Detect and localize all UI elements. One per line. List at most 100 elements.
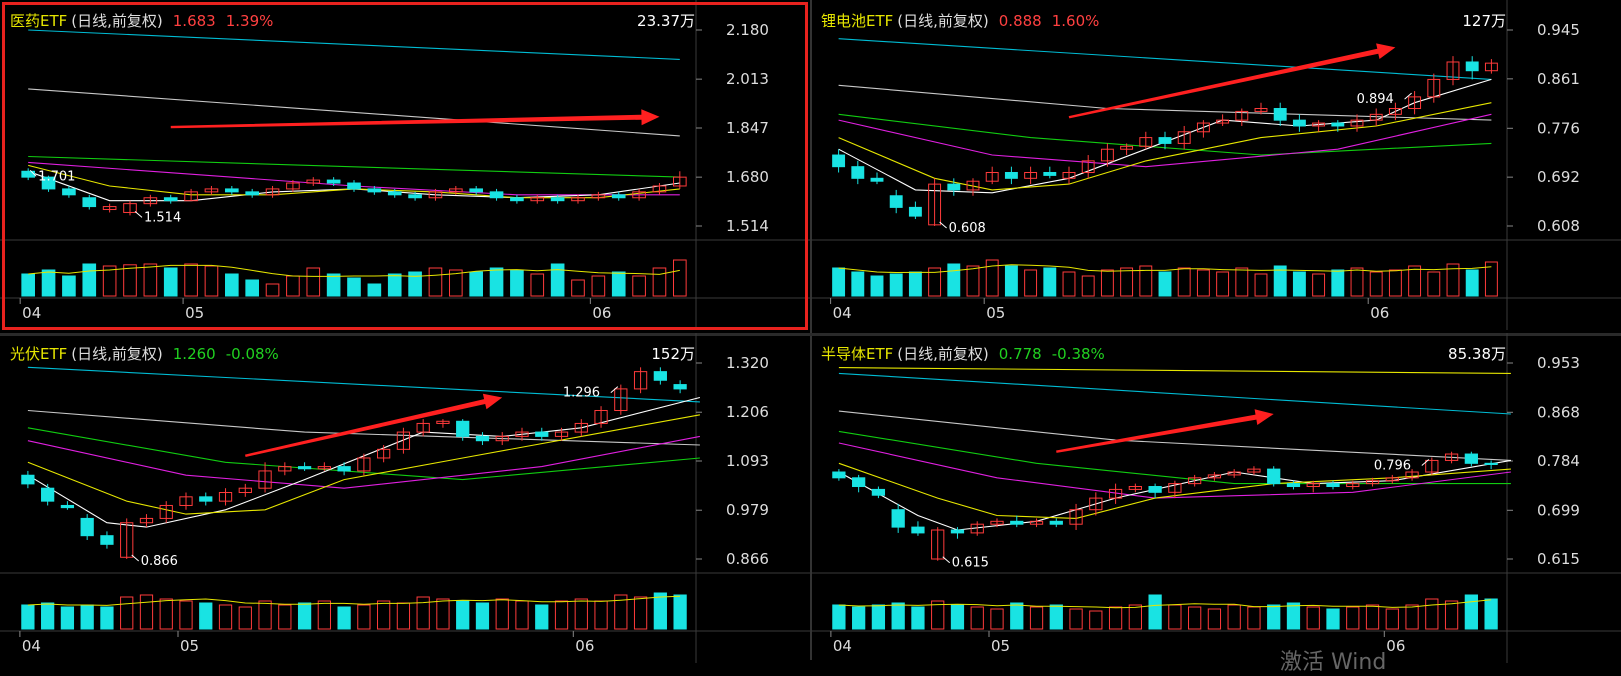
volume-label: 85.38万	[1448, 345, 1506, 363]
volume-bar	[1254, 273, 1268, 297]
volume-bar	[1207, 608, 1222, 630]
volume-bar	[489, 267, 504, 297]
volume-bar	[1292, 271, 1306, 297]
chart-header: 锂电池ETF (日线,前复权) 0.888 1.60%	[821, 10, 1109, 31]
candle-body	[1408, 96, 1422, 110]
y-tick-label: 0.945	[1537, 21, 1580, 39]
volume-bar	[1273, 265, 1287, 297]
volume-bar	[1062, 271, 1076, 297]
candle-body	[594, 409, 608, 424]
candle-body	[990, 520, 1004, 525]
volume-bar	[870, 275, 884, 297]
candle-body	[535, 431, 549, 437]
chart-panel-pharma-etf[interactable]: 2.180 2.013 1.847 1.680 1.514 04 05 06 1.701 1.51…	[0, 0, 810, 330]
volume-bar	[326, 273, 341, 297]
candle-body	[530, 197, 545, 202]
y-tick-label: 0.615	[1537, 550, 1580, 568]
volume-bar	[120, 596, 134, 630]
y-tick-label: 0.868	[1537, 403, 1580, 421]
period-label: (日线,前复权)	[897, 345, 989, 363]
x-tick-label: 06	[1386, 637, 1405, 655]
high-marker-pointer	[29, 169, 37, 177]
high-marker-label: 0.894	[1357, 92, 1394, 107]
candle-body	[286, 182, 300, 190]
chart-panel-photovoltaic-etf[interactable]: 1.320 1.206 1.093 0.979 0.866 04 05 06 1.296 0.86…	[0, 333, 810, 663]
candlestick-chart-svg: 1.320 1.206 1.093 0.979 0.866 04 05 06 1.296 0.86…	[0, 333, 810, 663]
chart-panel-semiconductor-etf[interactable]: 0.953 0.868 0.784 0.699 0.615 04 05 06 0.796 0.61…	[811, 333, 1621, 663]
candle-body	[265, 188, 280, 196]
period-label: (日线,前复权)	[897, 12, 989, 30]
candle-body	[1385, 477, 1399, 482]
volume-bar	[225, 273, 239, 297]
candle-body	[199, 496, 213, 502]
candle-body	[416, 422, 430, 433]
candle-body	[1177, 131, 1191, 144]
candle-body	[41, 487, 55, 502]
candle-body	[611, 194, 626, 199]
volume-bar	[495, 598, 509, 630]
candle-body	[1388, 108, 1402, 115]
volume-bar	[60, 606, 75, 630]
volume-bar	[1446, 263, 1460, 297]
volume-bar	[1444, 600, 1459, 630]
chart-panel-lithium-battery-etf[interactable]: 0.945 0.861 0.776 0.692 0.608 04 05 06 0.894 0.60…	[811, 0, 1621, 330]
volume-bar	[1168, 604, 1182, 630]
candle-body	[1326, 483, 1340, 488]
x-tick-label: 06	[575, 637, 594, 655]
volume-bar	[1369, 271, 1383, 297]
candle-body	[1331, 122, 1345, 127]
etf-name: 医药ETF	[10, 12, 68, 30]
volume-bar	[928, 267, 942, 297]
horizontal-divider	[0, 333, 1621, 336]
volume-bar	[510, 269, 524, 297]
candle-body	[1484, 462, 1498, 465]
candle-body	[100, 535, 114, 545]
volume-bar	[357, 604, 371, 630]
volume-bar	[1158, 271, 1172, 297]
candlestick-chart-svg: 0.945 0.861 0.776 0.692 0.608 04 05 06 0.894 0.60…	[811, 0, 1621, 330]
candle-body	[179, 496, 193, 506]
candle-body	[571, 197, 585, 202]
volume-bar	[1484, 598, 1498, 630]
candle-body	[1292, 119, 1306, 127]
candlestick-chart-svg: 2.180 2.013 1.847 1.680 1.514 04 05 06 1.701 1.51…	[0, 0, 810, 330]
volume-bar	[911, 606, 925, 630]
candle-body	[1254, 108, 1268, 112]
volume-bar	[1010, 602, 1024, 630]
volume-bar	[139, 594, 154, 630]
volume-bar	[851, 271, 865, 297]
volume-bar	[218, 604, 233, 630]
candle-body	[871, 488, 886, 496]
y-tick-label: 0.776	[1537, 119, 1580, 137]
candle-body	[1427, 78, 1441, 98]
volume-bar	[1331, 269, 1345, 297]
etf-name: 半导体ETF	[821, 345, 894, 363]
volume-ma-line-yellow	[28, 264, 680, 277]
volume-bar	[571, 279, 585, 297]
volume-bar	[632, 275, 646, 297]
volume-bar	[1385, 608, 1399, 630]
candle-body	[1120, 145, 1134, 150]
candle-body	[1158, 137, 1172, 144]
volume-bar	[1139, 265, 1153, 297]
volume-bar	[1177, 267, 1191, 297]
candle-body	[1188, 477, 1202, 485]
candle-body	[82, 197, 97, 208]
candle-body	[60, 504, 75, 509]
candle-body	[1444, 453, 1459, 461]
candle-body	[306, 179, 321, 184]
candle-body	[436, 420, 450, 424]
volume-bar	[966, 265, 980, 297]
candle-body	[1235, 110, 1249, 121]
candle-body	[633, 371, 648, 390]
y-tick-label: 0.784	[1537, 452, 1580, 470]
candle-body	[1405, 471, 1419, 479]
candle-body	[911, 526, 925, 534]
candle-body	[985, 171, 999, 182]
volume-ma-line-yellow	[838, 599, 1492, 609]
candle-body	[1108, 488, 1123, 499]
candle-body	[947, 183, 961, 191]
y-tick-label: 0.866	[726, 550, 769, 568]
vertical-divider	[810, 0, 812, 660]
candle-body	[297, 466, 312, 470]
